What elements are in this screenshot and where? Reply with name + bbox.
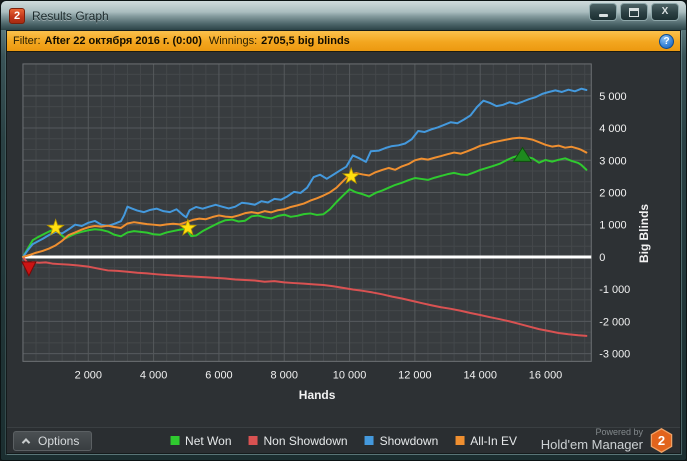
- series-line-showdown: [21, 87, 588, 258]
- y-tick-label: 0: [599, 252, 605, 264]
- winnings-label: Winnings:: [208, 35, 258, 47]
- x-tick-label: 4 000: [140, 369, 167, 381]
- x-tick-label: 6 000: [205, 369, 232, 381]
- series-line-net-won: [21, 154, 588, 258]
- plot-border: [22, 63, 592, 362]
- chart-legend: Net Won Non Showdown Showdown All-In EV: [170, 428, 517, 453]
- svg-text:2: 2: [658, 433, 665, 448]
- results-chart-canvas: 2 000 4 000 6 000 8 000 10 000 12 000 14 000 16…: [21, 63, 651, 402]
- star-marker: [46, 218, 65, 236]
- powered-by-text: Powered by: [595, 427, 643, 438]
- y-tick-label: 3 000: [599, 155, 626, 167]
- x-tick-label: 8 000: [271, 369, 298, 381]
- triangle-down-marker: [21, 261, 37, 277]
- y-tick-label: 4 000: [599, 123, 626, 135]
- legend-item-non-showdown: Non Showdown: [248, 433, 348, 448]
- x-tick-label: 16 000: [529, 369, 563, 381]
- y-tick-label: -2 000: [599, 316, 630, 328]
- legend-swatch-showdown: [364, 436, 374, 445]
- brand-name: Hold'em Manager: [540, 437, 643, 453]
- hm2-badge-icon: 2: [650, 428, 673, 453]
- close-icon: X: [661, 6, 669, 17]
- legend-label: Showdown: [379, 433, 439, 448]
- window-content: Filter: After 22 октября 2016 г. (0:00) …: [6, 30, 681, 454]
- hm2-app-icon: 2: [9, 7, 25, 24]
- triangle-up-marker: [512, 146, 533, 162]
- powered-by-branding: Powered by Hold'em Manager 2: [541, 428, 680, 453]
- results-chart: 2 000 4 000 6 000 8 000 10 000 12 000 14 000 16…: [7, 52, 680, 427]
- legend-swatch-all-in-ev: [455, 436, 465, 445]
- y-tick-label: -1 000: [599, 284, 630, 296]
- window-title: Results Graph: [32, 8, 109, 23]
- y-axis-label: Big Blinds: [637, 204, 651, 263]
- x-axis-label: Hands: [299, 388, 336, 402]
- y-tick-label: 2 000: [599, 187, 626, 199]
- legend-label: All-In EV: [470, 433, 517, 448]
- x-tick-label: 2 000: [75, 369, 102, 381]
- winnings-value: 2705,5 big blinds: [261, 35, 350, 47]
- legend-item-all-in-ev: All-In EV: [455, 434, 517, 448]
- y-tick-label: 5 000: [599, 91, 626, 103]
- maximize-button[interactable]: [620, 3, 648, 21]
- close-button[interactable]: X: [651, 3, 679, 21]
- titlebar[interactable]: 2 Results Graph X: [1, 1, 686, 30]
- chevron-up-icon: [21, 437, 31, 447]
- filter-bar: Filter: After 22 октября 2016 г. (0:00) …: [7, 31, 680, 52]
- filter-label: Filter:: [13, 35, 41, 47]
- x-tick-label: 12 000: [398, 369, 432, 381]
- plot-background: [22, 63, 592, 362]
- minimize-icon: [598, 13, 608, 17]
- y-tick-label: 1 000: [599, 220, 626, 232]
- options-button[interactable]: Options: [13, 430, 93, 451]
- x-tick-label: 14 000: [463, 369, 497, 381]
- maximize-icon: [629, 7, 639, 17]
- legend-item-net-won: Net Won: [170, 433, 232, 448]
- x-tick-label: 10 000: [333, 369, 367, 381]
- y-tick-label: -3 000: [599, 349, 630, 361]
- series-line-non-showdown: [21, 255, 588, 337]
- star-marker: [341, 166, 361, 185]
- legend-item-showdown: Showdown: [364, 433, 439, 448]
- star-marker: [178, 218, 198, 236]
- options-button-label: Options: [38, 433, 80, 448]
- legend-swatch-net-won: [170, 436, 180, 445]
- bottom-bar: Options Net Won Non Showdown Showdown All-I…: [7, 427, 680, 453]
- legend-label: Non Showdown: [263, 433, 348, 448]
- series-line-all-in-ev: [21, 136, 588, 258]
- help-icon[interactable]: ?: [659, 33, 674, 49]
- window-controls: X: [589, 3, 679, 21]
- legend-swatch-non-showdown: [248, 436, 258, 445]
- legend-label: Net Won: [185, 433, 232, 448]
- filter-value: After 22 октября 2016 г. (0:00): [44, 35, 202, 47]
- minimize-button[interactable]: [589, 3, 617, 21]
